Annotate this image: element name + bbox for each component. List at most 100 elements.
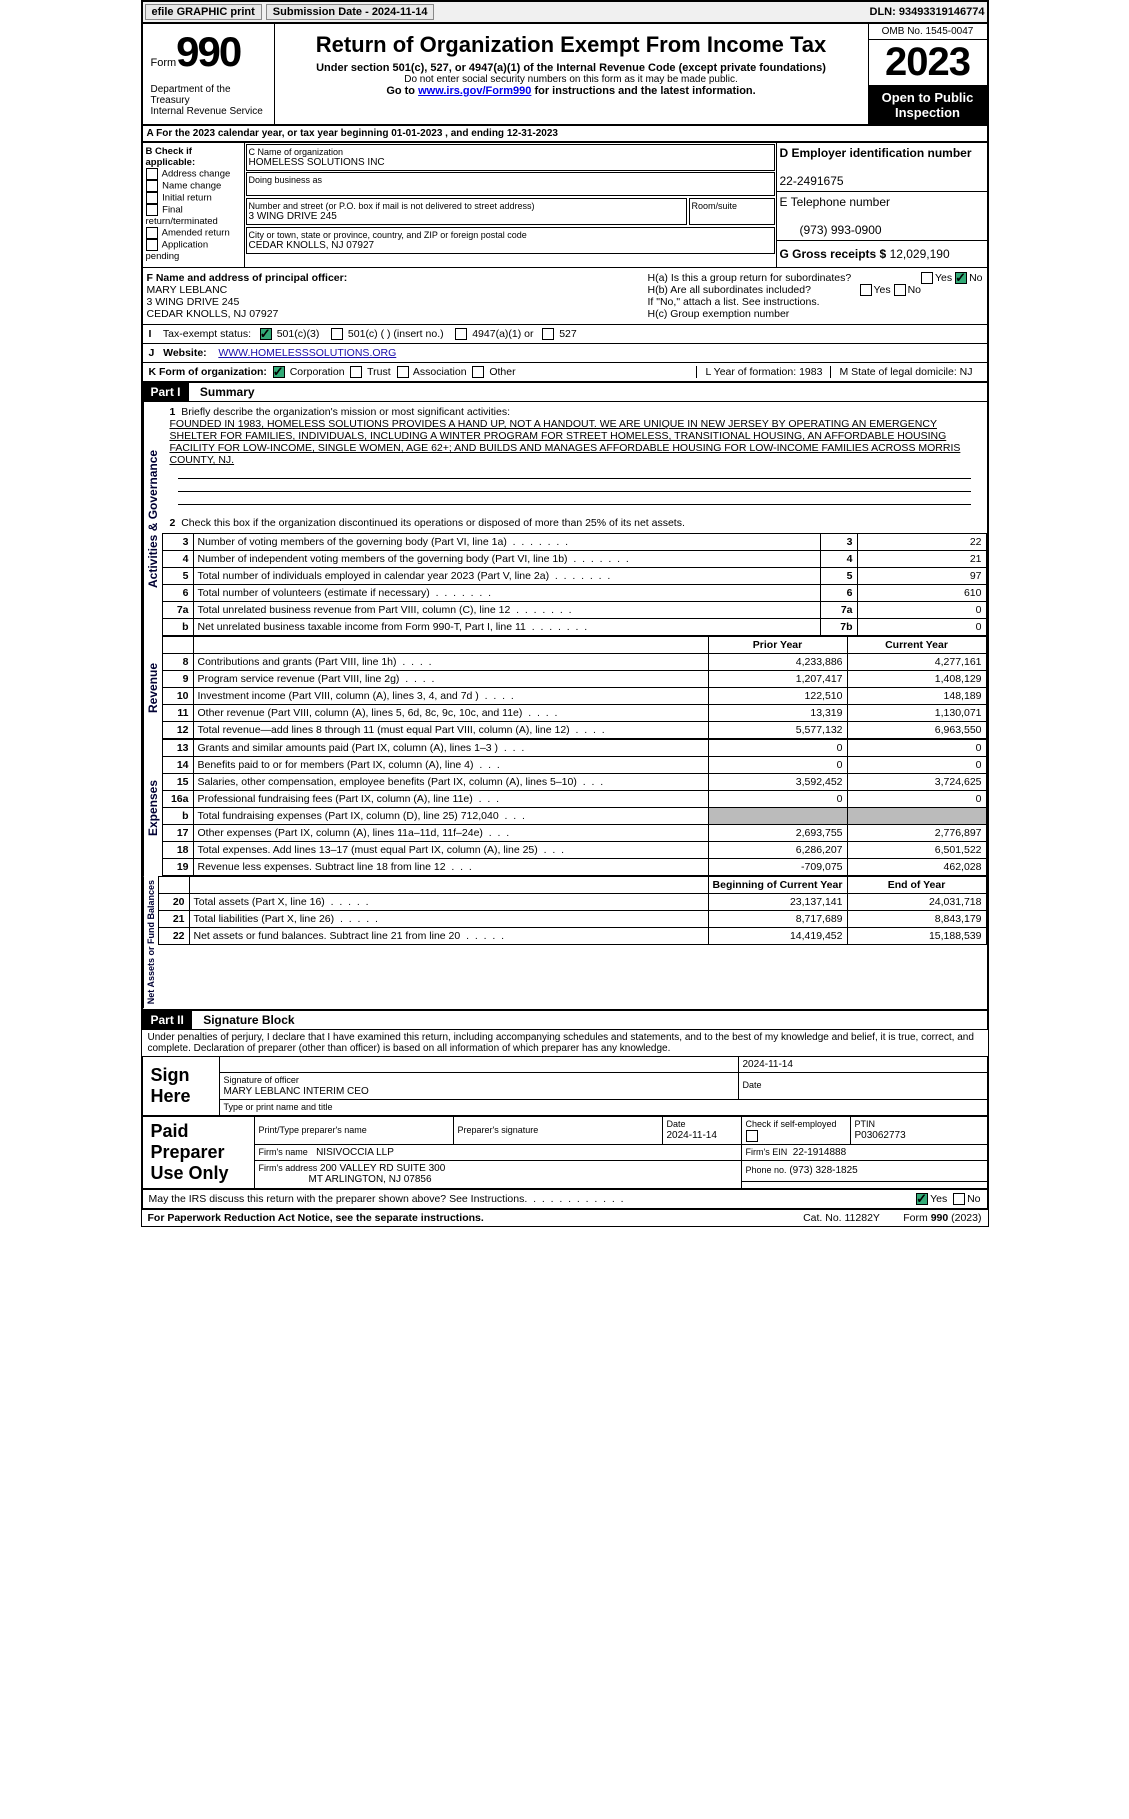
h-b: H(b) Are all subordinates included? [648,284,811,296]
f-block: F Name and address of principal officer:… [143,268,644,324]
line2-text: Check this box if the organization disco… [181,517,685,529]
k-label: K Form of organization: [149,366,267,378]
ein-value: 22-2491675 [780,174,844,188]
section-abcde: B Check if applicable: Address change Na… [142,142,988,268]
hb-yes-l: Yes [874,284,891,296]
k-trust[interactable] [350,366,362,378]
i-o2: 4947(a)(1) or [472,328,533,340]
col-c: C Name of organization HOMELESS SOLUTION… [245,143,777,267]
dba-label: Doing business as [249,175,772,185]
discuss-yes[interactable] [916,1193,928,1205]
form-number: 990 [176,28,240,75]
b-opt-2: Initial return [162,193,212,204]
net-table: Beginning of Current YearEnd of Year20To… [158,876,987,945]
vlabel-net: Net Assets or Fund Balances [143,876,158,1008]
tel-value: (973) 993-0900 [800,223,882,237]
discuss-yes-l: Yes [930,1193,947,1205]
checkbox-address-change[interactable] [146,168,158,180]
form-word: Form [151,57,177,69]
website-link[interactable]: WWW.HOMELESSSOLUTIONS.ORG [218,347,396,359]
hb-no[interactable] [894,284,906,296]
sig-date-label: Date [743,1080,762,1090]
part1-title: Summary [200,385,255,399]
k-o1: Trust [367,366,391,378]
checkbox-amended[interactable] [146,227,158,239]
phone-l: Phone no. [746,1165,787,1175]
prep-name-h: Print/Type preparer's name [259,1125,367,1135]
city-box: City or town, state or province, country… [246,227,775,254]
line-i: I Tax-exempt status: 501(c)(3) 501(c) ( … [142,325,988,344]
i-527[interactable] [542,328,554,340]
firm-addr-l: Firm's address [259,1163,318,1173]
checkbox-name-change[interactable] [146,180,158,192]
gross-value: 12,029,190 [890,247,950,261]
form-page: efile GRAPHIC print Submission Date - 20… [141,0,989,1227]
street-label: Number and street (or P.O. box if mail i… [249,201,684,211]
form-title: Return of Organization Exempt From Incom… [279,32,864,58]
mission-rule-1 [178,466,971,479]
h-b2: If "No," attach a list. See instructions… [648,296,820,308]
mission-rule-3 [178,492,971,505]
mission-block: 1 Briefly describe the organization's mi… [162,402,987,533]
checkbox-final-return[interactable] [146,204,158,216]
f-label: F Name and address of principal officer: [147,272,348,284]
submission-date-button[interactable]: Submission Date - 2024-11-14 [266,4,435,20]
gross-label: G Gross receipts $ [780,247,887,261]
subtitle-3: Go to www.irs.gov/Form990 for instructio… [279,85,864,97]
sig-date-top: 2024-11-14 [738,1056,987,1072]
paid-preparer-label: Paid Preparer Use Only [142,1116,254,1188]
firm-name: NISIVOCCIA LLP [316,1147,394,1158]
checkbox-initial-return[interactable] [146,192,158,204]
hb-yes[interactable] [860,284,872,296]
ptin-label: PTIN [855,1119,876,1129]
section-fgh: F Name and address of principal officer:… [142,268,988,325]
self-emp-label: Check if self-employed [746,1119,837,1129]
part1-header: Part I Summary [142,382,988,402]
revenue-table: Prior YearCurrent Year8Contributions and… [162,636,987,739]
room-label: Room/suite [692,201,772,211]
checkbox-app-pending[interactable] [146,239,158,251]
tel-label: E Telephone number [780,195,891,209]
i-501c3[interactable] [260,328,272,340]
discuss-no[interactable] [953,1193,965,1205]
street: 3 WING DRIVE 245 [249,211,337,222]
footer: For Paperwork Reduction Act Notice, see … [142,1209,988,1226]
i-501c[interactable] [331,328,343,340]
vlabel-revenue: Revenue [143,636,162,739]
discuss-no-l: No [967,1193,980,1205]
year-formation: L Year of formation: 1983 [696,366,830,378]
prep-date-h: Date [667,1119,686,1129]
sign-here-label: Sign Here [142,1056,219,1115]
hb-no-l: No [908,284,921,296]
dln: DLN: 93493319146774 [870,6,985,18]
k-corp[interactable] [273,366,285,378]
b-label: B Check if applicable: [146,146,196,168]
i-4947[interactable] [455,328,467,340]
sub3-pre: Go to [386,85,418,97]
officer-city: CEDAR KNOLLS, NJ 07927 [147,308,279,320]
k-o3: Other [489,366,515,378]
mission-label: Briefly describe the organization's miss… [181,406,510,418]
sig-type-label: Type or print name and title [224,1102,333,1112]
firm-ein-l: Firm's EIN [746,1147,788,1157]
efile-print-button[interactable]: efile GRAPHIC print [145,4,262,20]
line-j: J Website: WWW.HOMELESSSOLUTIONS.ORG [142,344,988,363]
ha-no-l: No [969,272,982,284]
ha-yes[interactable] [921,272,933,284]
k-other[interactable] [472,366,484,378]
signature-block: Sign Here 2024-11-14 Signature of office… [142,1056,988,1189]
city-label: City or town, state or province, country… [249,230,772,240]
mission-text: FOUNDED IN 1983, HOMELESS SOLUTIONS PROV… [170,418,961,466]
sig-officer-label: Signature of officer [224,1075,299,1085]
declaration: Under penalties of perjury, I declare th… [142,1030,988,1056]
tax-year: 2023 [869,40,987,86]
ein-label: D Employer identification number [780,146,972,160]
irs-link[interactable]: www.irs.gov/Form990 [418,85,531,97]
j-label: Website: [163,347,207,359]
ha-no[interactable] [955,272,967,284]
self-emp-checkbox[interactable] [746,1130,758,1142]
subtitle-1: Under section 501(c), 527, or 4947(a)(1)… [279,62,864,74]
prep-sig-h: Preparer's signature [458,1125,539,1135]
k-assoc[interactable] [397,366,409,378]
form-id-cell: Form990 Department of the Treasury Inter… [143,24,275,124]
